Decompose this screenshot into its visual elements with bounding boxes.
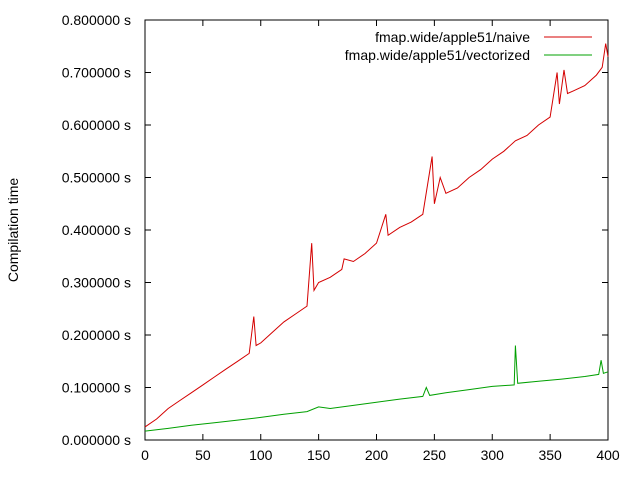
y-axis: 0.000000 s 0.100000 s 0.200000 s 0.300000 s…: [62, 12, 608, 448]
legend: fmap.wide/apple51/naive fmap.wide/apple51…: [345, 29, 592, 63]
series-layer: [144, 43, 609, 432]
x-axis: 0 50 100 150 200 250 300 350 400: [141, 20, 620, 463]
y-tick-label: 0.600000 s: [62, 117, 131, 133]
x-tick-label: 300: [481, 447, 505, 463]
y-tick-label: 0.300000 s: [62, 275, 131, 291]
x-tick-label: 150: [307, 447, 331, 463]
y-tick-label: 0.800000 s: [62, 12, 131, 28]
x-tick-label: 350: [538, 447, 562, 463]
legend-label-1: fmap.wide/apple51/naive: [375, 29, 530, 45]
series-line-2: [144, 345, 609, 432]
x-tick-label: 200: [365, 447, 389, 463]
x-tick-label: 400: [596, 447, 620, 463]
x-tick-label: 250: [423, 447, 447, 463]
x-tick-label: 50: [195, 447, 211, 463]
y-tick-label: 0.100000 s: [62, 380, 131, 396]
y-tick-label: 0.700000 s: [62, 65, 131, 81]
y-tick-label: 0.400000 s: [62, 222, 131, 238]
series-line-1: [144, 43, 609, 428]
y-axis-label: Compilation time: [5, 178, 21, 282]
x-tick-label: 100: [249, 447, 273, 463]
x-tick-label: 0: [141, 447, 149, 463]
y-tick-label: 0.200000 s: [62, 327, 131, 343]
y-tick-label: 0.000000 s: [62, 432, 131, 448]
y-tick-label: 0.500000 s: [62, 170, 131, 186]
legend-label-2: fmap.wide/apple51/vectorized: [345, 47, 530, 63]
